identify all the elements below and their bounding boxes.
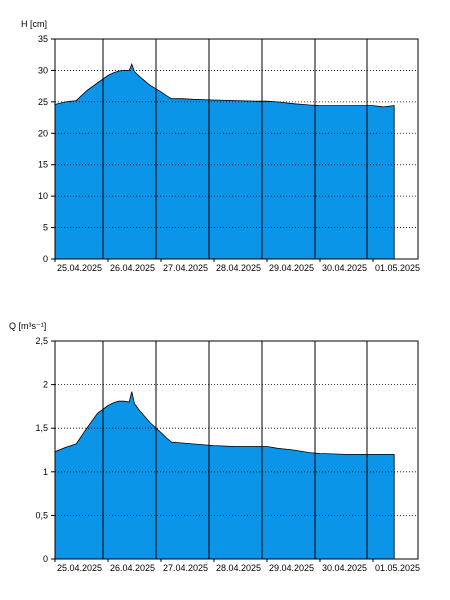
x-tick-label: 25.04.2025 <box>57 563 102 573</box>
plot-frame <box>54 38 419 260</box>
plot-frame <box>54 340 419 560</box>
water-level-chart: H [cm] 0 5 10 15 20 25 30 35 25.04.2025 26.04.2025… <box>21 19 420 273</box>
y-tick-label: 2,5 <box>35 336 48 346</box>
x-tick-label: 27.04.2025 <box>163 563 208 573</box>
y-axis-label: H [cm] <box>21 19 47 29</box>
x-tick-label: 01.05.2025 <box>375 563 420 573</box>
y-tick-label: 2 <box>43 380 48 390</box>
y-tick-label: 20 <box>38 128 48 138</box>
y-tick-label: 0 <box>43 554 48 564</box>
x-tick-label: 30.04.2025 <box>322 263 367 273</box>
y-tick-label: 10 <box>38 191 48 201</box>
y-tick-label: 35 <box>38 34 48 44</box>
y-tick-label: 15 <box>38 160 48 170</box>
x-tick-label: 26.04.2025 <box>110 263 155 273</box>
x-tick-label: 28.04.2025 <box>216 563 261 573</box>
discharge-chart: Q [m³s⁻¹] 0 0,5 1 1,5 2 2,5 25.04.2025 26.04.202… <box>9 321 420 573</box>
y-axis-label: Q [m³s⁻¹] <box>9 321 46 331</box>
y-tick-label: 5 <box>43 223 48 233</box>
y-tick-label: 25 <box>38 97 48 107</box>
series-area <box>54 62 395 260</box>
series-area <box>54 391 395 560</box>
y-tick-label: 1 <box>43 467 48 477</box>
x-tick-label: 01.05.2025 <box>375 263 420 273</box>
x-tick-label: 25.04.2025 <box>57 263 102 273</box>
y-tick-label: 0 <box>43 254 48 264</box>
y-tick-label: 1,5 <box>35 423 48 433</box>
x-tick-label: 29.04.2025 <box>269 563 314 573</box>
x-tick-label: 26.04.2025 <box>110 563 155 573</box>
x-tick-label: 29.04.2025 <box>269 263 314 273</box>
y-tick-label: 30 <box>38 65 48 75</box>
x-tick-label: 28.04.2025 <box>216 263 261 273</box>
y-tick-label: 0,5 <box>35 510 48 520</box>
x-tick-label: 27.04.2025 <box>163 263 208 273</box>
x-tick-label: 30.04.2025 <box>322 563 367 573</box>
